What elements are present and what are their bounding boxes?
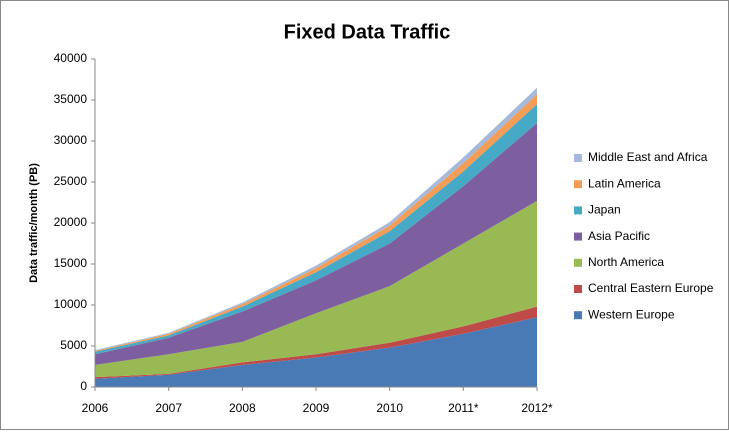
y-tick-label: 25000 xyxy=(54,174,88,188)
y-tick-label: 15000 xyxy=(54,256,88,270)
y-tick-label: 30000 xyxy=(54,133,88,147)
x-tick-label: 2007 xyxy=(155,401,182,415)
x-tick-label: 2010 xyxy=(376,401,403,415)
legend-swatch xyxy=(574,232,582,241)
legend-swatch xyxy=(574,285,582,293)
legend-swatch xyxy=(574,180,582,189)
y-tick-label: 0 xyxy=(80,379,87,393)
y-tick-label: 5000 xyxy=(60,338,87,352)
legend-swatch xyxy=(574,206,582,215)
area xyxy=(95,317,537,387)
x-tick-label: 2012* xyxy=(521,401,553,415)
x-tick-label: 2006 xyxy=(82,401,109,415)
y-tick-label: 40000 xyxy=(54,51,88,65)
y-tick-label: 10000 xyxy=(54,297,88,311)
legend-label: Central Eastern Europe xyxy=(588,281,714,295)
legend-label: North America xyxy=(588,255,664,269)
legend-swatch xyxy=(574,258,582,267)
legend-swatch xyxy=(574,154,582,162)
y-tick-label: 20000 xyxy=(54,215,88,229)
x-tick-label: 2011* xyxy=(448,401,479,415)
area xyxy=(95,200,537,378)
area xyxy=(95,122,537,365)
legend-label: Middle East and Africa xyxy=(588,150,708,164)
x-tick-label: 2008 xyxy=(229,401,256,415)
legend-swatch xyxy=(574,311,582,320)
legend-label: Latin America xyxy=(588,176,661,190)
legend-label: Japan xyxy=(588,203,621,217)
y-tick-label: 35000 xyxy=(54,92,88,106)
chart-title: Fixed Data Traffic xyxy=(284,21,451,43)
y-axis-label: Data traffic/month (PB) xyxy=(28,163,40,283)
legend-label: Asia Pacific xyxy=(588,229,650,243)
x-tick-label: 2009 xyxy=(303,401,330,415)
legend-label: Western Europe xyxy=(588,307,675,321)
